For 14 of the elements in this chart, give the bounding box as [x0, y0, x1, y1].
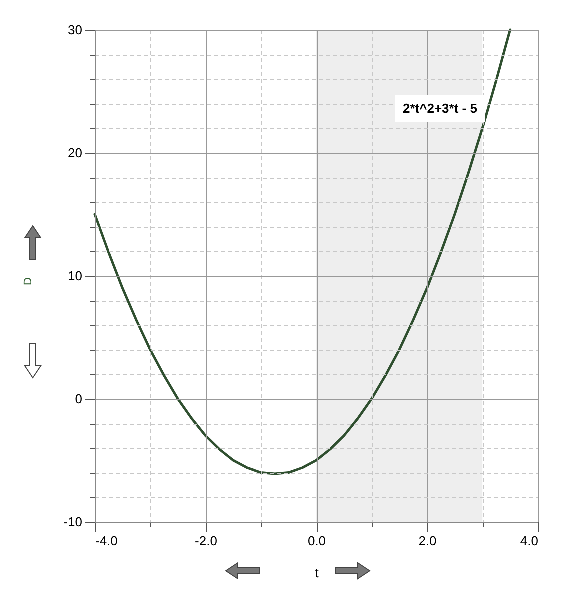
x-tick-label: 4.0 [520, 534, 538, 548]
x-tick-label: -2.0 [195, 534, 218, 548]
y-tick-label: 10 [68, 268, 82, 284]
y-tick-label: 0 [75, 392, 82, 406]
x-tick-label: 0.0 [308, 534, 326, 548]
annotation: 2*t^2+3*t - 5 [395, 95, 486, 122]
line-series [94, 28, 512, 476]
x-tick-label: 2.0 [418, 534, 437, 548]
y-tick-label: 20 [68, 146, 82, 160]
y-tick-label: -10 [64, 514, 82, 530]
x-axis-title: t [315, 566, 320, 580]
y-axis-title: D [22, 277, 34, 286]
y-tick-label: 30 [68, 22, 82, 38]
x-tick-label: -4.0 [96, 534, 118, 548]
